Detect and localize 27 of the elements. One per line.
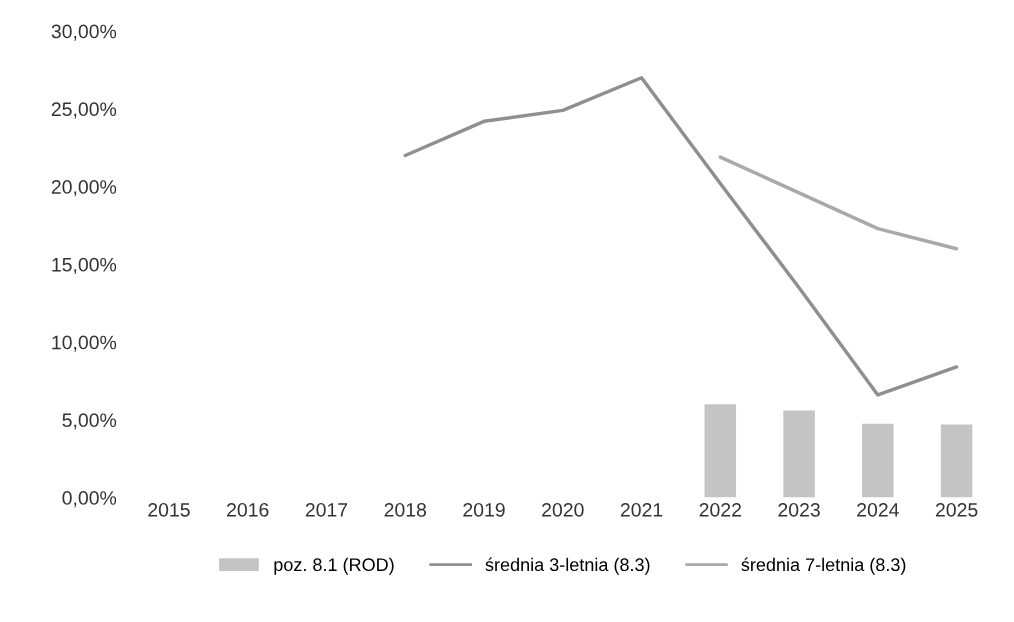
x-tick-label: 2024 (857, 502, 899, 517)
y-tick-label: 25,00% (51, 102, 117, 119)
x-tick-label: 2023 (778, 502, 820, 517)
legend-label: średnia 7-letnia (8.3) (741, 557, 906, 575)
x-tick-label: 2022 (699, 502, 741, 517)
legend-label: średnia 3-letnia (8.3) (485, 557, 650, 575)
y-tick-label: 5,00% (62, 413, 117, 430)
x-tick-label: 2016 (227, 502, 269, 517)
y-tick-label: 15,00% (52, 257, 117, 274)
bar (862, 423, 894, 498)
x-tick-label: 2019 (463, 502, 505, 517)
y-tick-label: 30,00% (51, 24, 117, 41)
line-series (718, 155, 959, 251)
x-tick-label: 2018 (384, 502, 427, 517)
y-tick-label: 0,00% (62, 491, 117, 508)
bar (783, 410, 815, 498)
bar (704, 404, 737, 498)
x-tick-label: 2015 (148, 502, 190, 517)
y-tick-label: 10,00% (52, 335, 117, 352)
x-tick-label: 2017 (305, 502, 348, 517)
x-tick-label: 2021 (620, 502, 663, 517)
bar (940, 424, 973, 498)
line-series (403, 76, 959, 397)
legend-label: poz. 8.1 (ROD) (274, 557, 394, 575)
x-tick-label: 2020 (542, 502, 584, 517)
y-tick-label: 20,00% (51, 180, 117, 197)
x-tick-label: 2025 (935, 502, 978, 517)
